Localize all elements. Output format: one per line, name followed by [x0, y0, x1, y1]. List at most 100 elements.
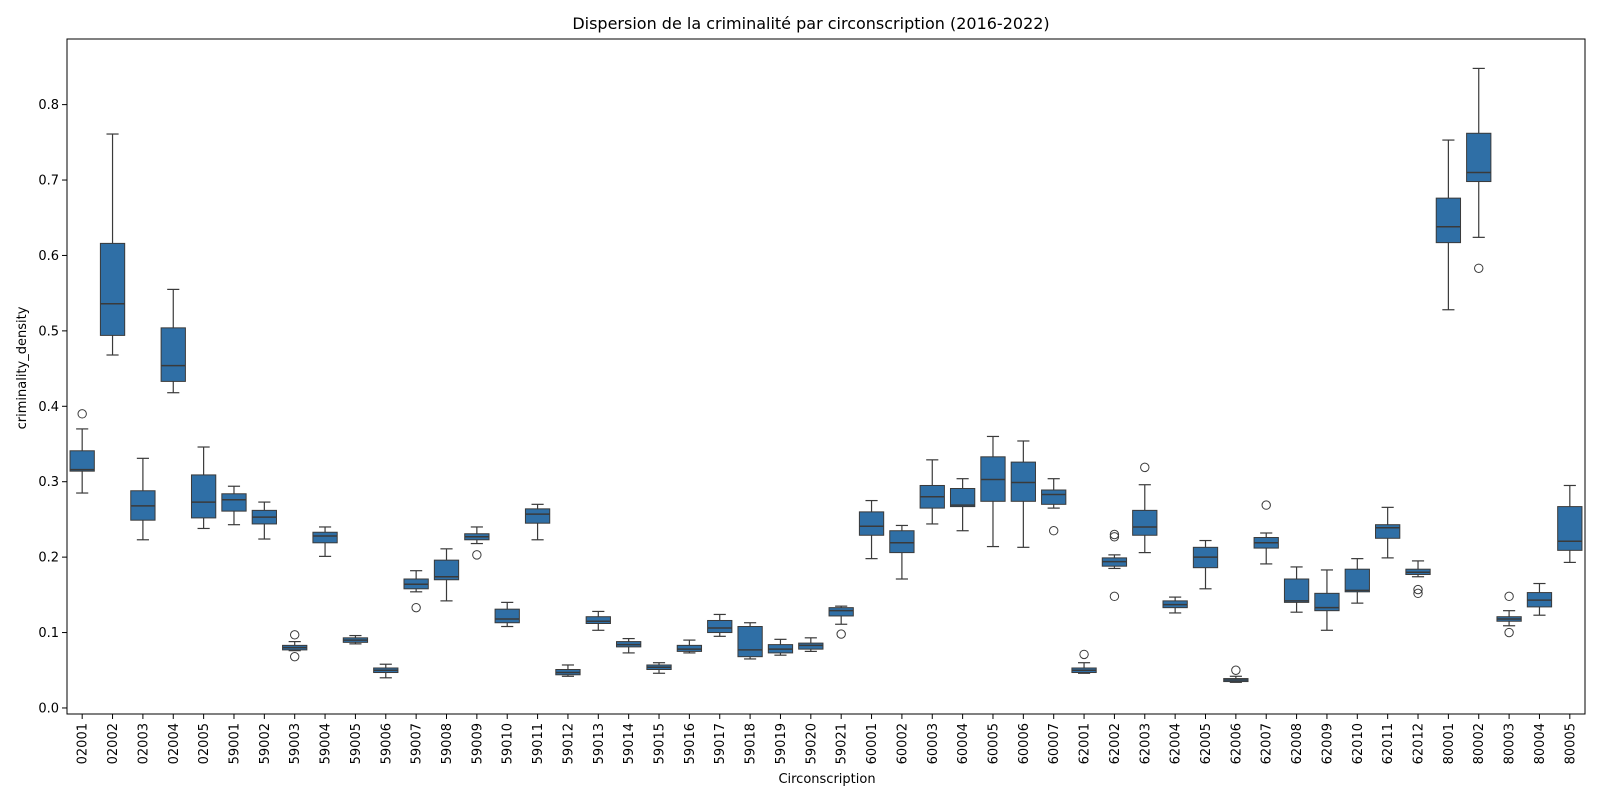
box-59006 — [373, 663, 399, 679]
x-tick-label: 59013 — [592, 723, 607, 764]
plot-frame — [66, 38, 1586, 715]
box-59014 — [616, 637, 642, 654]
x-tick-label: 80002 — [1472, 723, 1487, 764]
box-59005 — [342, 634, 369, 645]
box-59016 — [676, 639, 703, 654]
box-02001 — [69, 409, 95, 494]
outlier-point — [290, 630, 300, 640]
box-iqr — [69, 450, 95, 472]
box-62001 — [1071, 649, 1097, 674]
box-iqr — [949, 487, 976, 508]
boxes — [69, 67, 1583, 683]
chart-title: Dispersion de la criminalité par circons… — [572, 14, 1049, 33]
box-80001 — [1435, 139, 1462, 311]
y-tick-label: 0.8 — [38, 98, 59, 113]
x-tick-label: 59007 — [410, 723, 425, 764]
x-tick-label: 62002 — [1108, 723, 1123, 764]
y-axis-ticks: 0.0 0.1 0.2 0.3 0.4 0.5 0.6 0.7 0.8 — [38, 98, 67, 716]
outlier-point — [1474, 263, 1484, 273]
y-tick-label: 0.0 — [38, 701, 59, 716]
box-iqr — [585, 616, 611, 624]
box-iqr — [312, 531, 338, 544]
x-tick-label: 59001 — [227, 723, 242, 764]
x-tick-label: 59006 — [379, 723, 394, 764]
outlier-point — [1261, 500, 1271, 510]
outlier-point — [1504, 591, 1514, 602]
box-59008 — [433, 548, 460, 602]
x-tick-label: 62004 — [1169, 723, 1184, 764]
x-tick-label: 62008 — [1290, 723, 1305, 764]
box-60004 — [949, 478, 976, 532]
x-tick-label: 60007 — [1047, 723, 1062, 764]
x-tick-label: 59018 — [744, 723, 759, 764]
box-iqr — [676, 644, 703, 652]
box-iqr — [1283, 578, 1310, 603]
x-tick-label: 59005 — [349, 723, 364, 764]
outlier-point — [1109, 532, 1120, 542]
box-59002 — [251, 501, 277, 540]
outlier-point — [290, 651, 300, 662]
x-tick-label: 80003 — [1503, 723, 1518, 764]
x-tick-label: 62011 — [1381, 723, 1396, 764]
box-60002 — [889, 524, 915, 580]
box-60005 — [980, 435, 1006, 548]
box-59003 — [282, 630, 308, 662]
x-tick-label: 60002 — [895, 723, 910, 764]
box-80004 — [1526, 582, 1553, 616]
box-59012 — [555, 664, 581, 677]
x-tick-label: 02005 — [197, 723, 212, 764]
outlier-point — [411, 602, 421, 613]
x-tick-label: 60005 — [986, 723, 1001, 764]
x-tick-label: 02003 — [136, 723, 151, 764]
box-iqr — [737, 626, 763, 658]
box-59007 — [403, 570, 429, 613]
box-iqr — [99, 242, 126, 336]
box-59004 — [312, 526, 338, 557]
box-62011 — [1375, 506, 1401, 559]
y-tick-label: 0.7 — [38, 174, 59, 189]
box-62002 — [1101, 529, 1128, 602]
x-tick-label: 59011 — [531, 723, 546, 764]
y-tick-label: 0.5 — [38, 324, 59, 339]
box-59015 — [646, 662, 672, 674]
box-iqr — [798, 642, 824, 650]
box-60003 — [919, 459, 945, 525]
y-tick-label: 0.3 — [38, 475, 59, 490]
x-tick-label: 59012 — [561, 723, 576, 764]
box-iqr — [828, 607, 854, 617]
box-62008 — [1283, 566, 1310, 613]
x-tick-label: 80001 — [1442, 723, 1457, 764]
box-62006 — [1223, 665, 1249, 683]
box-59011 — [524, 503, 551, 541]
x-tick-label: 59002 — [258, 723, 273, 764]
box-62004 — [1162, 596, 1188, 614]
box-59019 — [767, 638, 794, 656]
outlier-point — [1413, 584, 1423, 595]
box-02002 — [99, 133, 126, 356]
box-iqr — [1010, 461, 1036, 502]
box-iqr — [160, 327, 186, 382]
box-iqr — [1375, 524, 1401, 539]
box-iqr — [1132, 509, 1158, 536]
outlier-point — [1231, 665, 1241, 675]
x-tick-label: 59008 — [440, 723, 455, 764]
y-tick-label: 0.4 — [38, 400, 59, 415]
box-iqr — [494, 608, 520, 624]
outlier-point — [1413, 588, 1423, 599]
x-tick-label: 62006 — [1229, 723, 1244, 764]
box-iqr — [524, 508, 551, 524]
x-tick-label: 62005 — [1199, 723, 1214, 764]
box-80002 — [1466, 67, 1492, 273]
x-tick-label: 60006 — [1017, 723, 1032, 764]
y-tick-label: 0.2 — [38, 551, 59, 566]
outlier-point — [1109, 591, 1120, 602]
box-62009 — [1314, 569, 1340, 631]
x-axis-ticks: 02001 02002 02003 02004 02005 59001 59002 59003… — [76, 714, 1578, 764]
x-tick-label: 62012 — [1412, 723, 1427, 764]
outlier-point — [1504, 627, 1514, 638]
x-tick-label: 60001 — [865, 723, 880, 764]
box-62007 — [1253, 500, 1279, 565]
box-59020 — [798, 637, 824, 653]
outlier-point — [77, 409, 87, 419]
box-59009 — [464, 526, 490, 560]
